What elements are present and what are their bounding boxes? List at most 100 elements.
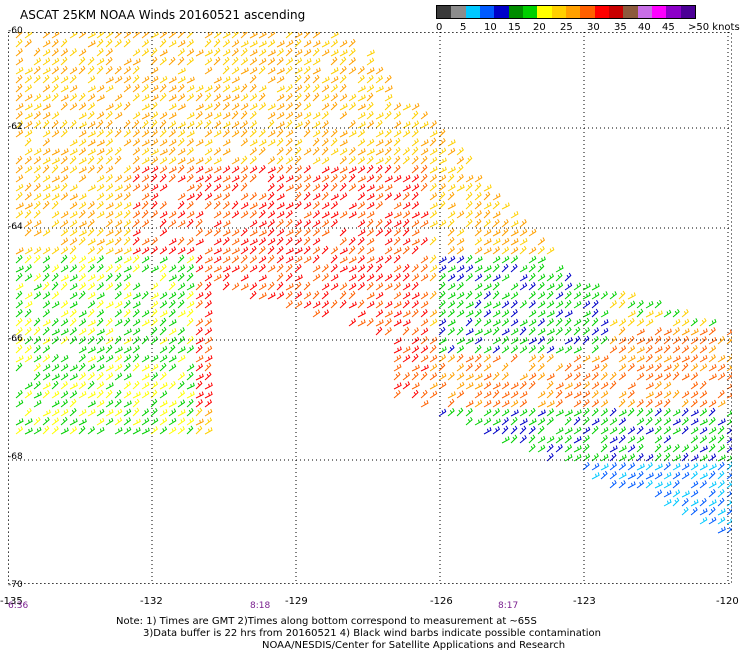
wind-barb bbox=[357, 156, 366, 165]
wind-barb bbox=[186, 382, 195, 390]
wind-barb bbox=[276, 211, 285, 219]
wind-barb bbox=[33, 283, 42, 291]
wind-barb bbox=[609, 452, 617, 462]
wind-barb bbox=[411, 191, 419, 201]
wind-barb bbox=[96, 427, 105, 435]
wind-barb bbox=[312, 192, 321, 201]
wind-barb bbox=[312, 157, 321, 165]
wind-barb bbox=[303, 32, 311, 39]
wind-barb bbox=[330, 93, 338, 102]
wind-barb bbox=[141, 39, 150, 48]
wind-barb bbox=[474, 344, 482, 354]
wind-barb bbox=[42, 192, 51, 201]
wind-barb bbox=[42, 103, 51, 111]
wind-barb bbox=[663, 364, 672, 372]
wind-barb bbox=[636, 480, 645, 489]
wind-barb bbox=[159, 382, 168, 390]
wind-barb bbox=[465, 182, 473, 192]
wind-barb bbox=[132, 292, 141, 300]
wind-barb bbox=[249, 219, 258, 228]
wind-barb bbox=[321, 93, 330, 102]
wind-barb bbox=[132, 119, 140, 129]
wind-barb bbox=[159, 119, 167, 129]
wind-barb bbox=[150, 398, 158, 408]
wind-barb bbox=[240, 238, 249, 246]
wind-barb bbox=[24, 93, 33, 102]
wind-barb bbox=[150, 183, 159, 192]
wind-barb bbox=[699, 328, 708, 336]
wind-barb bbox=[528, 425, 536, 435]
wind-barb bbox=[42, 32, 51, 39]
wind-barb bbox=[492, 193, 501, 201]
wind-barb bbox=[411, 165, 419, 174]
wind-barb bbox=[456, 156, 465, 165]
wind-barb bbox=[654, 373, 663, 381]
wind-barb bbox=[177, 247, 186, 255]
wind-barb bbox=[141, 119, 149, 129]
wind-barb bbox=[717, 335, 725, 345]
wind-barb bbox=[60, 390, 69, 399]
wind-barb bbox=[123, 408, 132, 417]
wind-barb bbox=[717, 461, 725, 471]
wind-barb bbox=[312, 67, 321, 75]
wind-barb bbox=[582, 407, 590, 417]
wind-barb bbox=[519, 245, 527, 255]
wind-barb bbox=[483, 381, 492, 390]
wind-barb bbox=[177, 67, 186, 75]
wind-barb bbox=[15, 38, 23, 48]
wind-barb bbox=[348, 130, 357, 138]
wind-barb bbox=[600, 381, 609, 390]
wind-barb bbox=[159, 183, 168, 192]
wind-barb bbox=[555, 389, 563, 399]
wind-barb bbox=[519, 282, 528, 291]
wind-barb bbox=[69, 274, 78, 282]
wind-barb bbox=[510, 382, 519, 390]
wind-barb bbox=[195, 418, 204, 426]
wind-barb bbox=[357, 273, 366, 282]
wind-barb bbox=[42, 389, 50, 399]
wind-barb bbox=[375, 85, 384, 93]
wind-barb bbox=[267, 254, 275, 264]
wind-barb bbox=[249, 202, 258, 210]
wind-barb bbox=[231, 282, 240, 291]
wind-barb bbox=[654, 452, 662, 462]
wind-barb bbox=[78, 220, 87, 228]
wind-barb bbox=[78, 255, 87, 264]
wind-barb bbox=[609, 480, 617, 489]
wind-barb bbox=[303, 245, 311, 255]
wind-barb bbox=[438, 299, 446, 309]
wind-barb bbox=[618, 345, 627, 354]
wind-barb bbox=[258, 255, 267, 264]
wind-barb bbox=[393, 111, 402, 120]
wind-barb bbox=[150, 372, 159, 381]
wind-barb bbox=[474, 218, 482, 228]
wind-barb bbox=[51, 417, 60, 426]
wind-barb bbox=[573, 346, 582, 354]
wind-barb bbox=[33, 192, 42, 201]
wind-barb bbox=[150, 192, 159, 201]
wind-barb bbox=[168, 94, 177, 102]
wind-barb bbox=[132, 282, 141, 291]
wind-barb bbox=[231, 56, 239, 66]
wind-barb bbox=[186, 173, 194, 183]
wind-barb bbox=[474, 174, 483, 183]
wind-barb bbox=[177, 336, 185, 345]
wind-barb bbox=[429, 390, 438, 399]
wind-barb bbox=[15, 183, 24, 192]
wind-barb bbox=[528, 354, 537, 363]
wind-barb bbox=[726, 461, 732, 471]
wind-barb bbox=[474, 237, 483, 246]
wind-barb bbox=[285, 129, 294, 138]
wind-barb bbox=[708, 399, 717, 408]
wind-barb bbox=[609, 426, 618, 435]
wind-barb bbox=[132, 407, 140, 417]
wind-barb bbox=[132, 264, 140, 273]
wind-barb bbox=[24, 326, 32, 336]
wind-barb bbox=[483, 219, 491, 228]
wind-barb bbox=[249, 147, 257, 156]
wind-barb bbox=[420, 219, 429, 228]
wind-barb bbox=[627, 481, 636, 489]
wind-barb bbox=[141, 364, 150, 372]
wind-barb bbox=[348, 301, 357, 309]
wind-barb bbox=[141, 335, 149, 345]
